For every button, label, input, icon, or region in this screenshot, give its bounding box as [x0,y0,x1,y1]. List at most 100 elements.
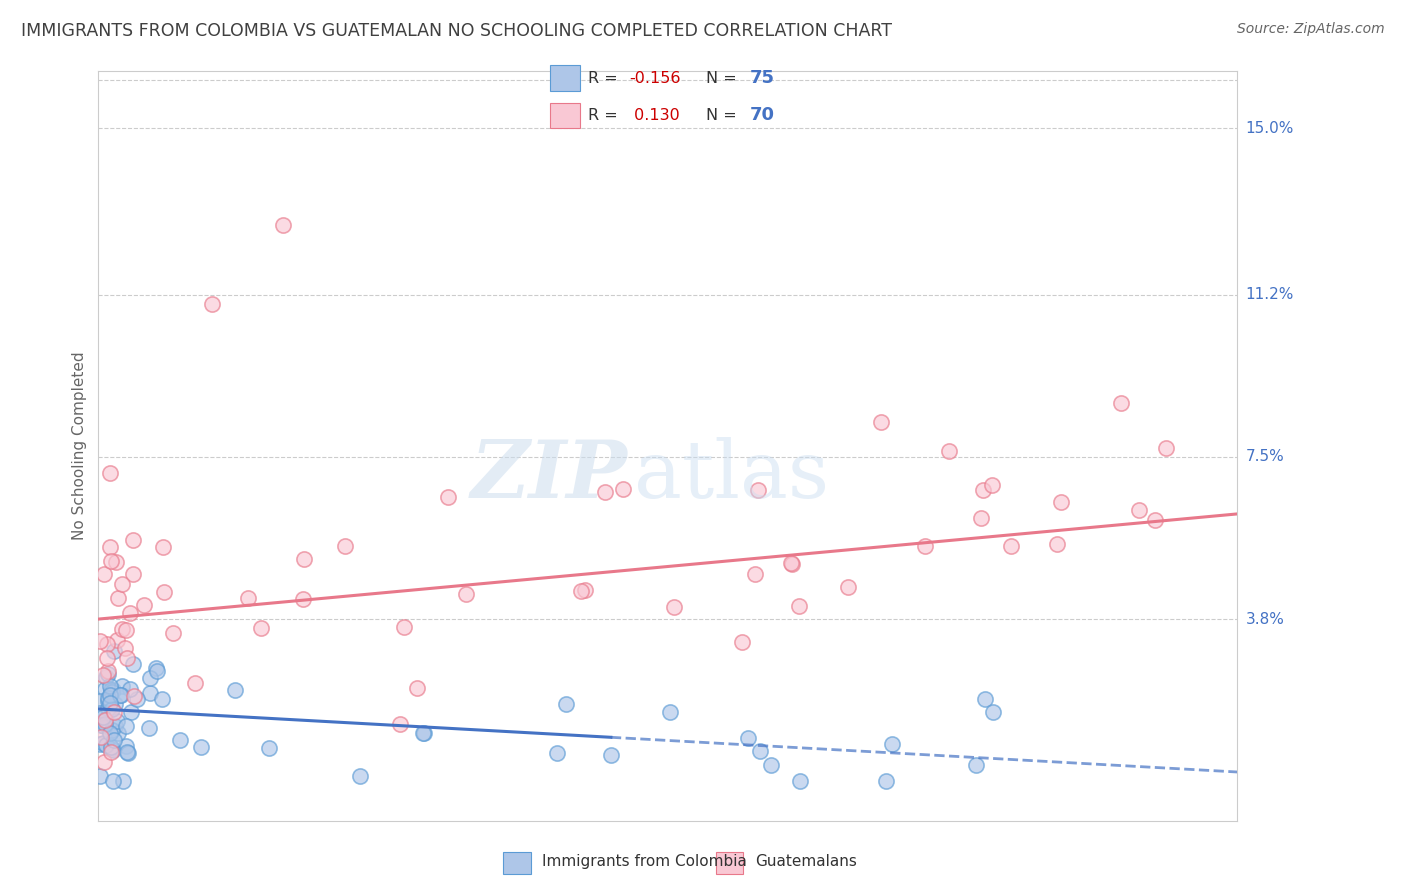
Point [114,640,136,655]
Point [100,739,122,754]
Point [111,774,134,789]
Point [91,710,114,724]
Point [145,661,167,675]
Point [98,467,121,481]
Point [108,688,131,702]
Text: R =: R = [588,70,617,86]
Point [91,736,114,750]
Point [914,539,936,553]
Point [98,679,121,693]
Point [1154,441,1177,455]
Point [593,485,616,500]
Text: N =: N = [706,108,737,123]
Point [437,490,460,504]
Text: 70: 70 [749,106,775,124]
Point [111,576,134,591]
Point [111,679,134,693]
Point [105,555,128,569]
Point [100,701,122,715]
Point [1046,536,1069,550]
Point [405,681,427,695]
Point [91,668,114,682]
Text: 7.5%: 7.5% [1246,450,1284,465]
Text: 0.130: 0.130 [628,108,679,123]
Text: 75: 75 [749,69,775,87]
Text: Immigrants from Colombia: Immigrants from Colombia [543,855,748,869]
Point [184,676,207,690]
Point [780,556,803,570]
Point [737,731,759,745]
Point [349,769,371,783]
Text: 3.8%: 3.8% [1246,612,1285,626]
Point [965,757,987,772]
Point [201,296,224,310]
Point [101,685,124,699]
Point [115,739,138,753]
Point [970,510,993,524]
Text: atlas: atlas [634,437,828,515]
Point [162,626,184,640]
Point [103,732,125,747]
Point [98,696,121,710]
Point [122,657,145,671]
Point [100,745,122,759]
Point [90,717,112,731]
Text: 11.2%: 11.2% [1246,287,1294,302]
Point [98,688,121,702]
Point [257,740,280,755]
Point [870,415,893,429]
Bar [716,852,744,873]
Bar [550,103,579,128]
Point [153,585,176,599]
Point [291,591,314,606]
Point [98,540,121,554]
Point [138,721,160,735]
Point [94,716,117,731]
Point [787,599,810,614]
Text: 15.0%: 15.0% [1246,120,1294,136]
Point [120,607,142,621]
Point [114,624,136,638]
Point [1000,540,1022,554]
Point [107,591,129,606]
Text: N =: N = [706,70,737,86]
Point [104,697,127,711]
Point [981,705,1004,719]
Text: ZIP: ZIP [471,437,628,515]
Point [612,482,634,496]
Point [388,717,411,731]
Bar [550,65,579,91]
Point [574,582,596,597]
Point [731,635,754,649]
Point [103,743,125,757]
Point [169,732,191,747]
Point [456,587,478,601]
Point [97,700,120,714]
Point [101,774,124,789]
Point [938,444,960,458]
Point [273,218,295,232]
Point [97,664,120,678]
Point [599,747,621,762]
Point [105,632,128,647]
Point [115,651,138,665]
Point [97,690,120,705]
Point [122,567,145,582]
Point [89,634,111,648]
Point [105,714,128,728]
Point [103,705,125,719]
Point [103,683,125,698]
Point [93,719,115,733]
Point [89,706,111,720]
Point [980,478,1002,492]
Point [744,567,766,582]
Point [110,689,132,703]
Point [121,533,143,547]
Point [190,740,212,755]
Text: R =: R = [588,108,617,123]
Point [97,691,120,706]
Point [238,591,260,606]
Point [748,744,770,758]
Point [94,670,117,684]
Point [292,551,315,566]
